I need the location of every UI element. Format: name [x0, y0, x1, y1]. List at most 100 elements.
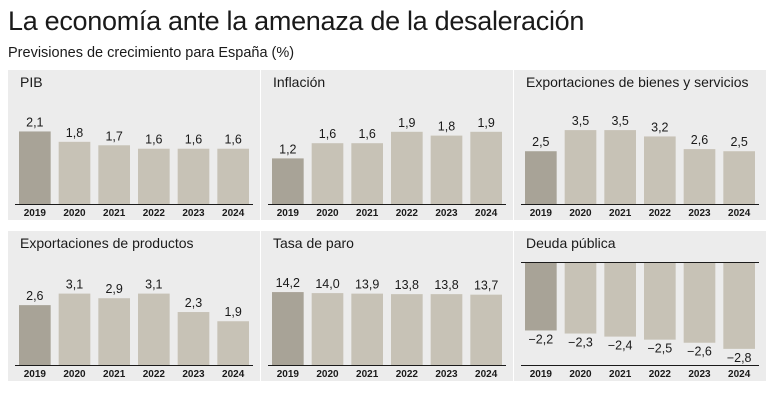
x-tick-label: 2024: [728, 369, 751, 380]
data-label: −2,4: [608, 339, 633, 353]
chart-svg: 14,2 2019 14,0 2020 13,9 2021 13,8 2022 13,8 2023…: [268, 276, 506, 380]
x-tick-label: 2019: [277, 369, 300, 380]
data-label: 1,6: [185, 133, 202, 147]
bar: [351, 143, 383, 204]
x-tick-label: 2023: [182, 369, 205, 380]
x-tick-label: 2020: [316, 208, 339, 219]
x-tick-label: 2022: [396, 369, 419, 380]
data-label: 14,0: [315, 277, 339, 291]
data-label: −2,3: [568, 336, 593, 350]
bar: [644, 136, 676, 204]
x-tick-label: 2023: [688, 369, 711, 380]
data-label: 1,2: [279, 142, 296, 156]
x-tick-label: 2019: [24, 208, 47, 219]
bar: [683, 149, 716, 204]
bar: [470, 294, 502, 365]
data-label: 1,9: [224, 305, 241, 319]
bar: [723, 263, 755, 349]
x-tick-label: 2021: [609, 208, 632, 219]
data-label: 1,8: [438, 120, 455, 134]
bar: [430, 135, 463, 204]
chart-panel-exportaciones-bienes: Exportaciones de bienes y servicios 2,5 2…: [514, 70, 766, 220]
x-tick-label: 2021: [356, 369, 379, 380]
data-label: 2,5: [730, 135, 747, 149]
data-label: 3,2: [651, 120, 668, 134]
x-tick-label: 2020: [63, 208, 86, 219]
bar: [58, 141, 91, 204]
bar: [391, 131, 423, 204]
data-label: 1,8: [66, 126, 83, 140]
chart-title: Inflación: [273, 74, 326, 90]
data-label: 2,3: [185, 296, 202, 310]
bar: [525, 151, 557, 204]
data-label: −2,5: [647, 342, 672, 356]
data-label: 3,5: [572, 114, 589, 128]
x-tick-label: 2024: [728, 208, 751, 219]
x-tick-label: 2022: [396, 208, 419, 219]
x-tick-label: 2022: [143, 208, 166, 219]
chart-title: Exportaciones de bienes y servicios: [526, 74, 749, 90]
data-label: 1,9: [477, 116, 494, 130]
page-subtitle: Previsiones de crecimiento para España (…: [8, 45, 295, 61]
x-tick-label: 2020: [569, 369, 592, 380]
chart-title: Deuda pública: [526, 235, 616, 251]
x-tick-label: 2021: [609, 369, 632, 380]
bar: [19, 131, 51, 204]
chart-svg: 2,1 2019 1,8 2020 1,7 2021 1,6 2022 1,6 2023 1,6 20…: [15, 115, 253, 219]
bar: [19, 305, 51, 365]
x-tick-label: 2024: [475, 369, 498, 380]
x-tick-label: 2023: [435, 369, 458, 380]
bar: [272, 158, 304, 204]
data-label: 2,6: [26, 289, 43, 303]
bar: [272, 292, 304, 365]
x-tick-label: 2021: [103, 369, 126, 380]
bar: [525, 263, 557, 331]
data-label: 13,8: [434, 278, 458, 292]
bar: [470, 131, 502, 204]
x-tick-label: 2019: [24, 369, 47, 380]
x-tick-label: 2024: [475, 208, 498, 219]
bar: [138, 293, 170, 365]
x-tick-label: 2019: [530, 208, 553, 219]
bar: [683, 263, 716, 343]
bar: [644, 263, 676, 340]
x-tick-label: 2022: [143, 369, 166, 380]
x-tick-label: 2022: [649, 208, 672, 219]
page-title: La economía ante la amenaza de la desale…: [8, 6, 585, 36]
data-label: 14,2: [276, 276, 300, 290]
chart-svg: 2,6 2019 3,1 2020 2,9 2021 3,1 2022 2,3 2023 1,9 20…: [15, 278, 253, 380]
bar: [311, 293, 344, 365]
chart-panel-deuda-publica: Deuda pública −2,2 2019 −2,3 2020 −2,4 2021 −2…: [514, 231, 766, 381]
data-label: 2,5: [532, 135, 549, 149]
bar: [138, 148, 170, 204]
bar: [391, 294, 423, 365]
bar: [98, 145, 130, 204]
x-tick-label: 2024: [222, 208, 245, 219]
data-label: 1,9: [398, 116, 415, 130]
bar: [430, 294, 463, 365]
data-label: 1,6: [145, 133, 162, 147]
bar: [98, 298, 130, 365]
chart-svg: −2,2 2019 −2,3 2020 −2,4 2021 −2,5 2022 −2,6 2023…: [521, 262, 759, 380]
chart-panel-exportaciones-productos: Exportaciones de productos 2,6 2019 3,1 202…: [8, 231, 260, 381]
data-label: 3,1: [66, 278, 83, 292]
bar: [351, 293, 383, 365]
bar: [564, 263, 597, 334]
data-label: 1,6: [224, 133, 241, 147]
data-label: 2,1: [26, 115, 43, 129]
data-label: 13,7: [474, 279, 498, 293]
x-tick-label: 2021: [356, 208, 379, 219]
x-tick-label: 2020: [316, 369, 339, 380]
x-tick-label: 2020: [569, 208, 592, 219]
data-label: 13,8: [395, 278, 419, 292]
x-tick-label: 2022: [649, 369, 672, 380]
data-label: 1,7: [105, 129, 122, 143]
x-tick-label: 2024: [222, 369, 245, 380]
data-label: 3,5: [611, 114, 628, 128]
chart-title: Tasa de paro: [273, 235, 354, 251]
chart-svg: 2,5 2019 3,5 2020 3,5 2021 3,2 2022 2,6 2023 2,5 20…: [521, 114, 759, 219]
data-label: 2,9: [105, 282, 122, 296]
x-tick-label: 2019: [530, 369, 553, 380]
x-tick-label: 2019: [277, 208, 300, 219]
x-tick-label: 2021: [103, 208, 126, 219]
